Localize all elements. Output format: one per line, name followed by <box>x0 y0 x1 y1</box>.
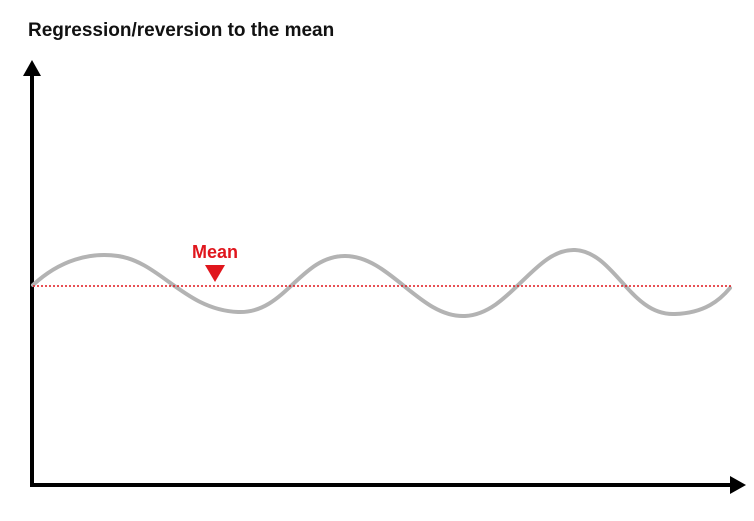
diagram-title: Regression/reversion to the mean <box>28 20 335 41</box>
oscillating-wave <box>31 247 732 319</box>
x-axis-arrowhead <box>730 476 746 494</box>
mean-label: Mean <box>192 242 238 262</box>
mean-marker-triangle <box>205 265 225 282</box>
y-axis-arrowhead <box>23 60 41 76</box>
